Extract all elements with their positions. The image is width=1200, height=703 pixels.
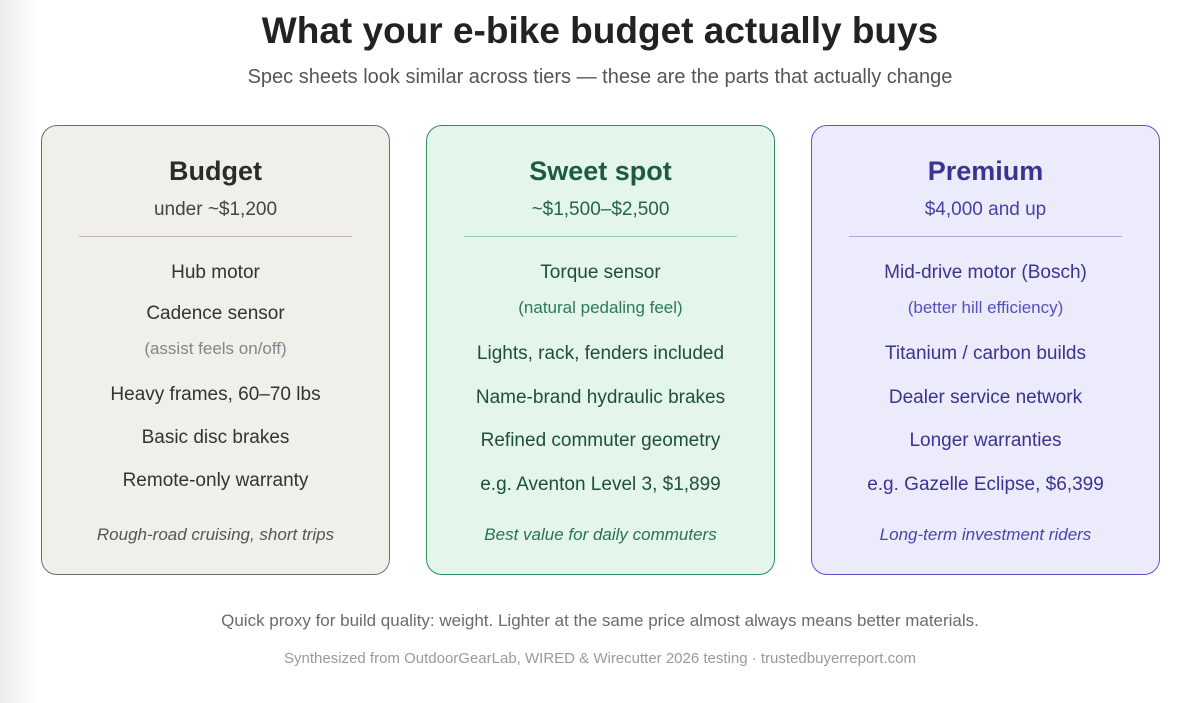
tier-feature: Refined commuter geometry bbox=[480, 430, 721, 451]
tier-feature-note: (natural pedaling feel) bbox=[518, 298, 683, 317]
tier-divider bbox=[79, 236, 352, 237]
tier-feature: Dealer service network bbox=[888, 387, 1083, 408]
tier-card-sweet-spot: Sweet spot ~$1,500–$2,500 Torque sensor … bbox=[426, 125, 775, 575]
tier-feature-note: (assist feels on/off) bbox=[144, 339, 287, 358]
tier-feature: Cadence sensor bbox=[146, 303, 285, 324]
tier-feature: e.g. Gazelle Eclipse, $6,399 bbox=[867, 474, 1104, 495]
tier-divider bbox=[849, 236, 1122, 237]
tier-feature: Mid-drive motor (Bosch) bbox=[884, 262, 1087, 283]
footnote: Quick proxy for build quality: weight. L… bbox=[221, 611, 979, 630]
tier-feature-note: (better hill efficiency) bbox=[907, 298, 1064, 317]
tier-card-premium: Premium $4,000 and up Mid-drive motor (B… bbox=[811, 125, 1160, 575]
tier-feature: Lights, rack, fenders included bbox=[476, 343, 725, 364]
tier-feature: Hub motor bbox=[171, 262, 260, 283]
tier-feature: Heavy frames, 60–70 lbs bbox=[110, 384, 321, 405]
source-credit: Synthesized from OutdoorGearLab, WIRED &… bbox=[284, 650, 916, 667]
tier-feature: e.g. Aventon Level 3, $1,899 bbox=[480, 474, 721, 495]
page-subtitle: Spec sheets look similar across tiers — … bbox=[247, 66, 953, 88]
tier-name: Budget bbox=[169, 156, 262, 186]
tier-name: Sweet spot bbox=[529, 156, 672, 186]
page-title: What your e-bike budget actually buys bbox=[261, 10, 939, 51]
tier-name: Premium bbox=[927, 156, 1044, 186]
tier-feature: Name-brand hydraulic brakes bbox=[475, 387, 726, 408]
tier-price: $4,000 and up bbox=[924, 199, 1047, 220]
tier-tagline: Long-term investment riders bbox=[879, 525, 1092, 544]
tier-feature: Torque sensor bbox=[540, 262, 661, 283]
page-edge-shade bbox=[0, 0, 40, 703]
tier-feature: Remote-only warranty bbox=[122, 470, 309, 491]
tier-feature: Longer warranties bbox=[909, 430, 1062, 451]
tier-price: under ~$1,200 bbox=[153, 199, 278, 220]
tier-feature: Titanium / carbon builds bbox=[884, 343, 1086, 364]
tier-tagline: Rough-road cruising, short trips bbox=[96, 525, 335, 544]
tier-tagline: Best value for daily commuters bbox=[484, 525, 717, 544]
tier-feature: Basic disc brakes bbox=[141, 427, 290, 448]
tier-card-budget: Budget under ~$1,200 Hub motor Cadence s… bbox=[41, 125, 390, 575]
tier-divider bbox=[464, 236, 737, 237]
tier-price: ~$1,500–$2,500 bbox=[531, 199, 670, 220]
